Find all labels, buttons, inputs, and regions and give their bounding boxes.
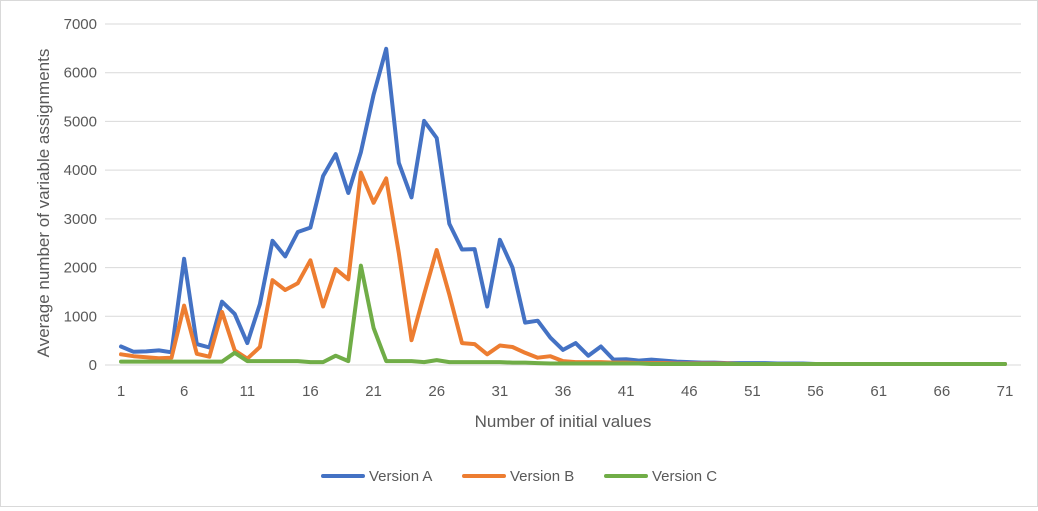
x-tick-label: 71 <box>997 383 1014 400</box>
x-tick-label: 46 <box>681 383 698 400</box>
legend-label-version-b: Version B <box>510 468 574 485</box>
x-tick-label: 1 <box>117 383 125 400</box>
legend-label-version-c: Version C <box>652 468 717 485</box>
y-tick-label: 7000 <box>64 16 97 33</box>
x-tick-label: 31 <box>492 383 509 400</box>
legend: Version A Version B Version C <box>321 468 717 485</box>
x-tick-label: 16 <box>302 383 319 400</box>
y-tick-label: 6000 <box>64 65 97 82</box>
x-axis-title: Number of initial values <box>475 412 652 431</box>
x-tick-label: 21 <box>365 383 382 400</box>
x-tick-label: 61 <box>870 383 887 400</box>
x-tick-label: 6 <box>180 383 188 400</box>
x-tick-label: 36 <box>555 383 572 400</box>
x-tick-label: 66 <box>934 383 951 400</box>
y-axis-title: Average number of variable assignments <box>34 49 53 358</box>
y-tick-labels: 0 1000 2000 3000 4000 5000 6000 7000 <box>64 16 97 374</box>
series-line-version-c <box>119 263 1007 366</box>
y-tick-label: 3000 <box>64 211 97 228</box>
y-tick-label: 5000 <box>64 113 97 130</box>
x-tick-label: 41 <box>618 383 635 400</box>
x-tick-label: 56 <box>807 383 824 400</box>
legend-label-version-a: Version A <box>369 468 432 485</box>
y-tick-label: 1000 <box>64 308 97 325</box>
y-tick-label: 2000 <box>64 260 97 277</box>
x-tick-label: 11 <box>239 383 255 400</box>
x-tick-labels: 1 6 11 16 21 26 31 36 41 46 51 56 61 66 71 <box>117 383 1014 400</box>
gridlines <box>105 23 1021 317</box>
y-tick-label: 0 <box>89 357 97 374</box>
x-tick-label: 51 <box>744 383 761 400</box>
series-lines <box>119 46 1007 366</box>
series-line-version-b <box>119 170 1007 366</box>
x-tick-label: 26 <box>428 383 445 400</box>
y-tick-label: 4000 <box>64 162 97 179</box>
